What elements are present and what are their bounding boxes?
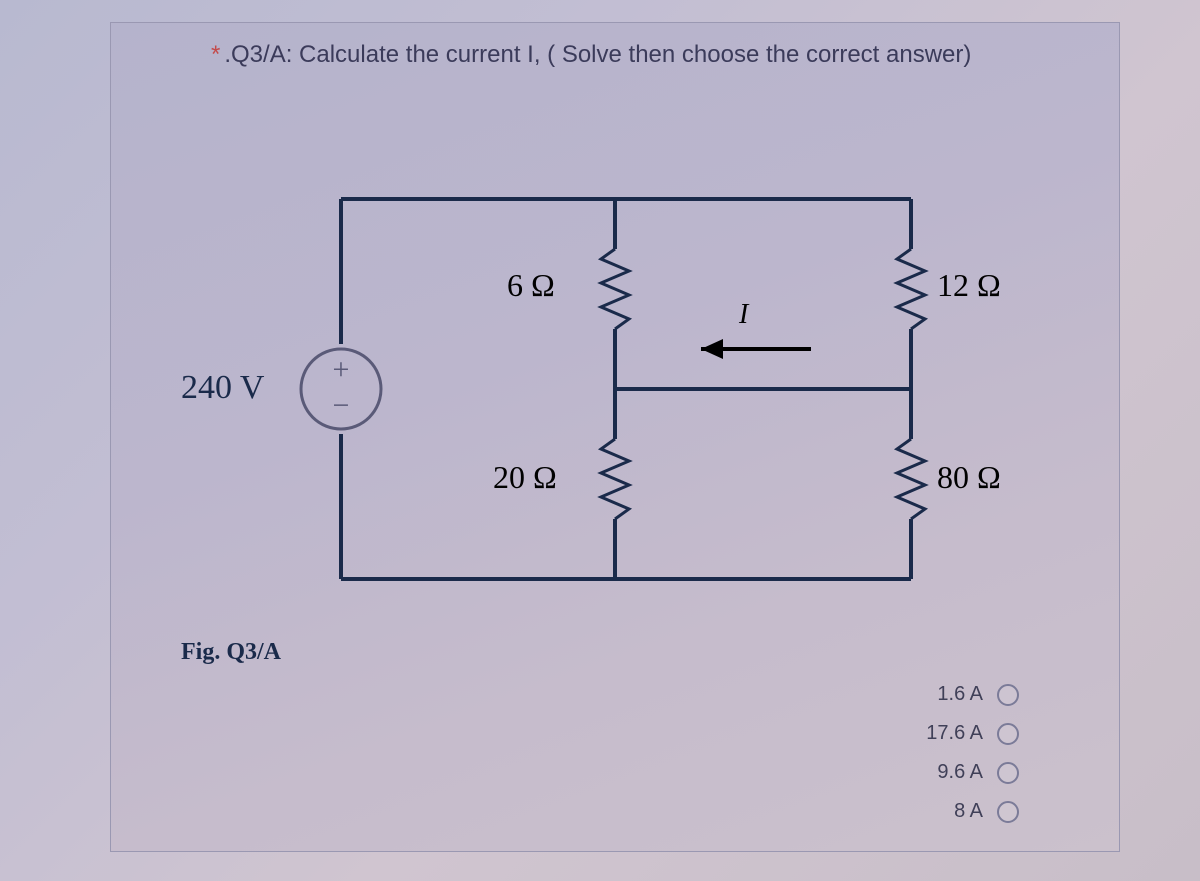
resistor-20-label: 20 Ω: [493, 459, 557, 496]
answer-option[interactable]: 8 A: [954, 800, 1019, 823]
resistor-80-label: 80 Ω: [937, 459, 1001, 496]
resistor-12-label: 12 Ω: [937, 267, 1001, 304]
radio-icon[interactable]: [997, 684, 1019, 706]
resistor-6-label: 6 Ω: [507, 267, 555, 304]
voltage-source-label: 240 V: [181, 369, 264, 407]
current-arrow-icon: [701, 339, 811, 359]
radio-icon[interactable]: [997, 801, 1019, 823]
answer-label: 9.6 A: [937, 761, 983, 784]
polarity-minus: −: [333, 389, 350, 422]
answer-option[interactable]: 1.6 A: [937, 683, 1019, 706]
figure-caption: Fig. Q3/A: [181, 639, 281, 666]
answer-options: 1.6 A 17.6 A 9.6 A 8 A: [926, 683, 1019, 823]
answer-option[interactable]: 17.6 A: [926, 722, 1019, 745]
question-panel: *.Q3/A: Calculate the current I, ( Solve…: [110, 22, 1120, 852]
circuit-svg: + −: [171, 139, 1071, 659]
answer-label: 1.6 A: [937, 683, 983, 706]
polarity-plus: +: [333, 353, 350, 386]
question-text: Calculate the current I, ( Solve then ch…: [299, 41, 971, 68]
question-prefix: .Q3/A:: [224, 41, 292, 68]
answer-label: 17.6 A: [926, 722, 983, 745]
required-asterisk: *: [211, 41, 220, 68]
radio-icon[interactable]: [997, 762, 1019, 784]
radio-icon[interactable]: [997, 723, 1019, 745]
answer-label: 8 A: [954, 800, 983, 823]
answer-option[interactable]: 9.6 A: [937, 761, 1019, 784]
current-label: I: [739, 299, 748, 331]
circuit-diagram: + − 240 V 6 Ω 20 Ω 12 Ω 80 Ω I Fig. Q3/A: [171, 139, 1079, 659]
question-title: *.Q3/A: Calculate the current I, ( Solve…: [211, 41, 1079, 69]
